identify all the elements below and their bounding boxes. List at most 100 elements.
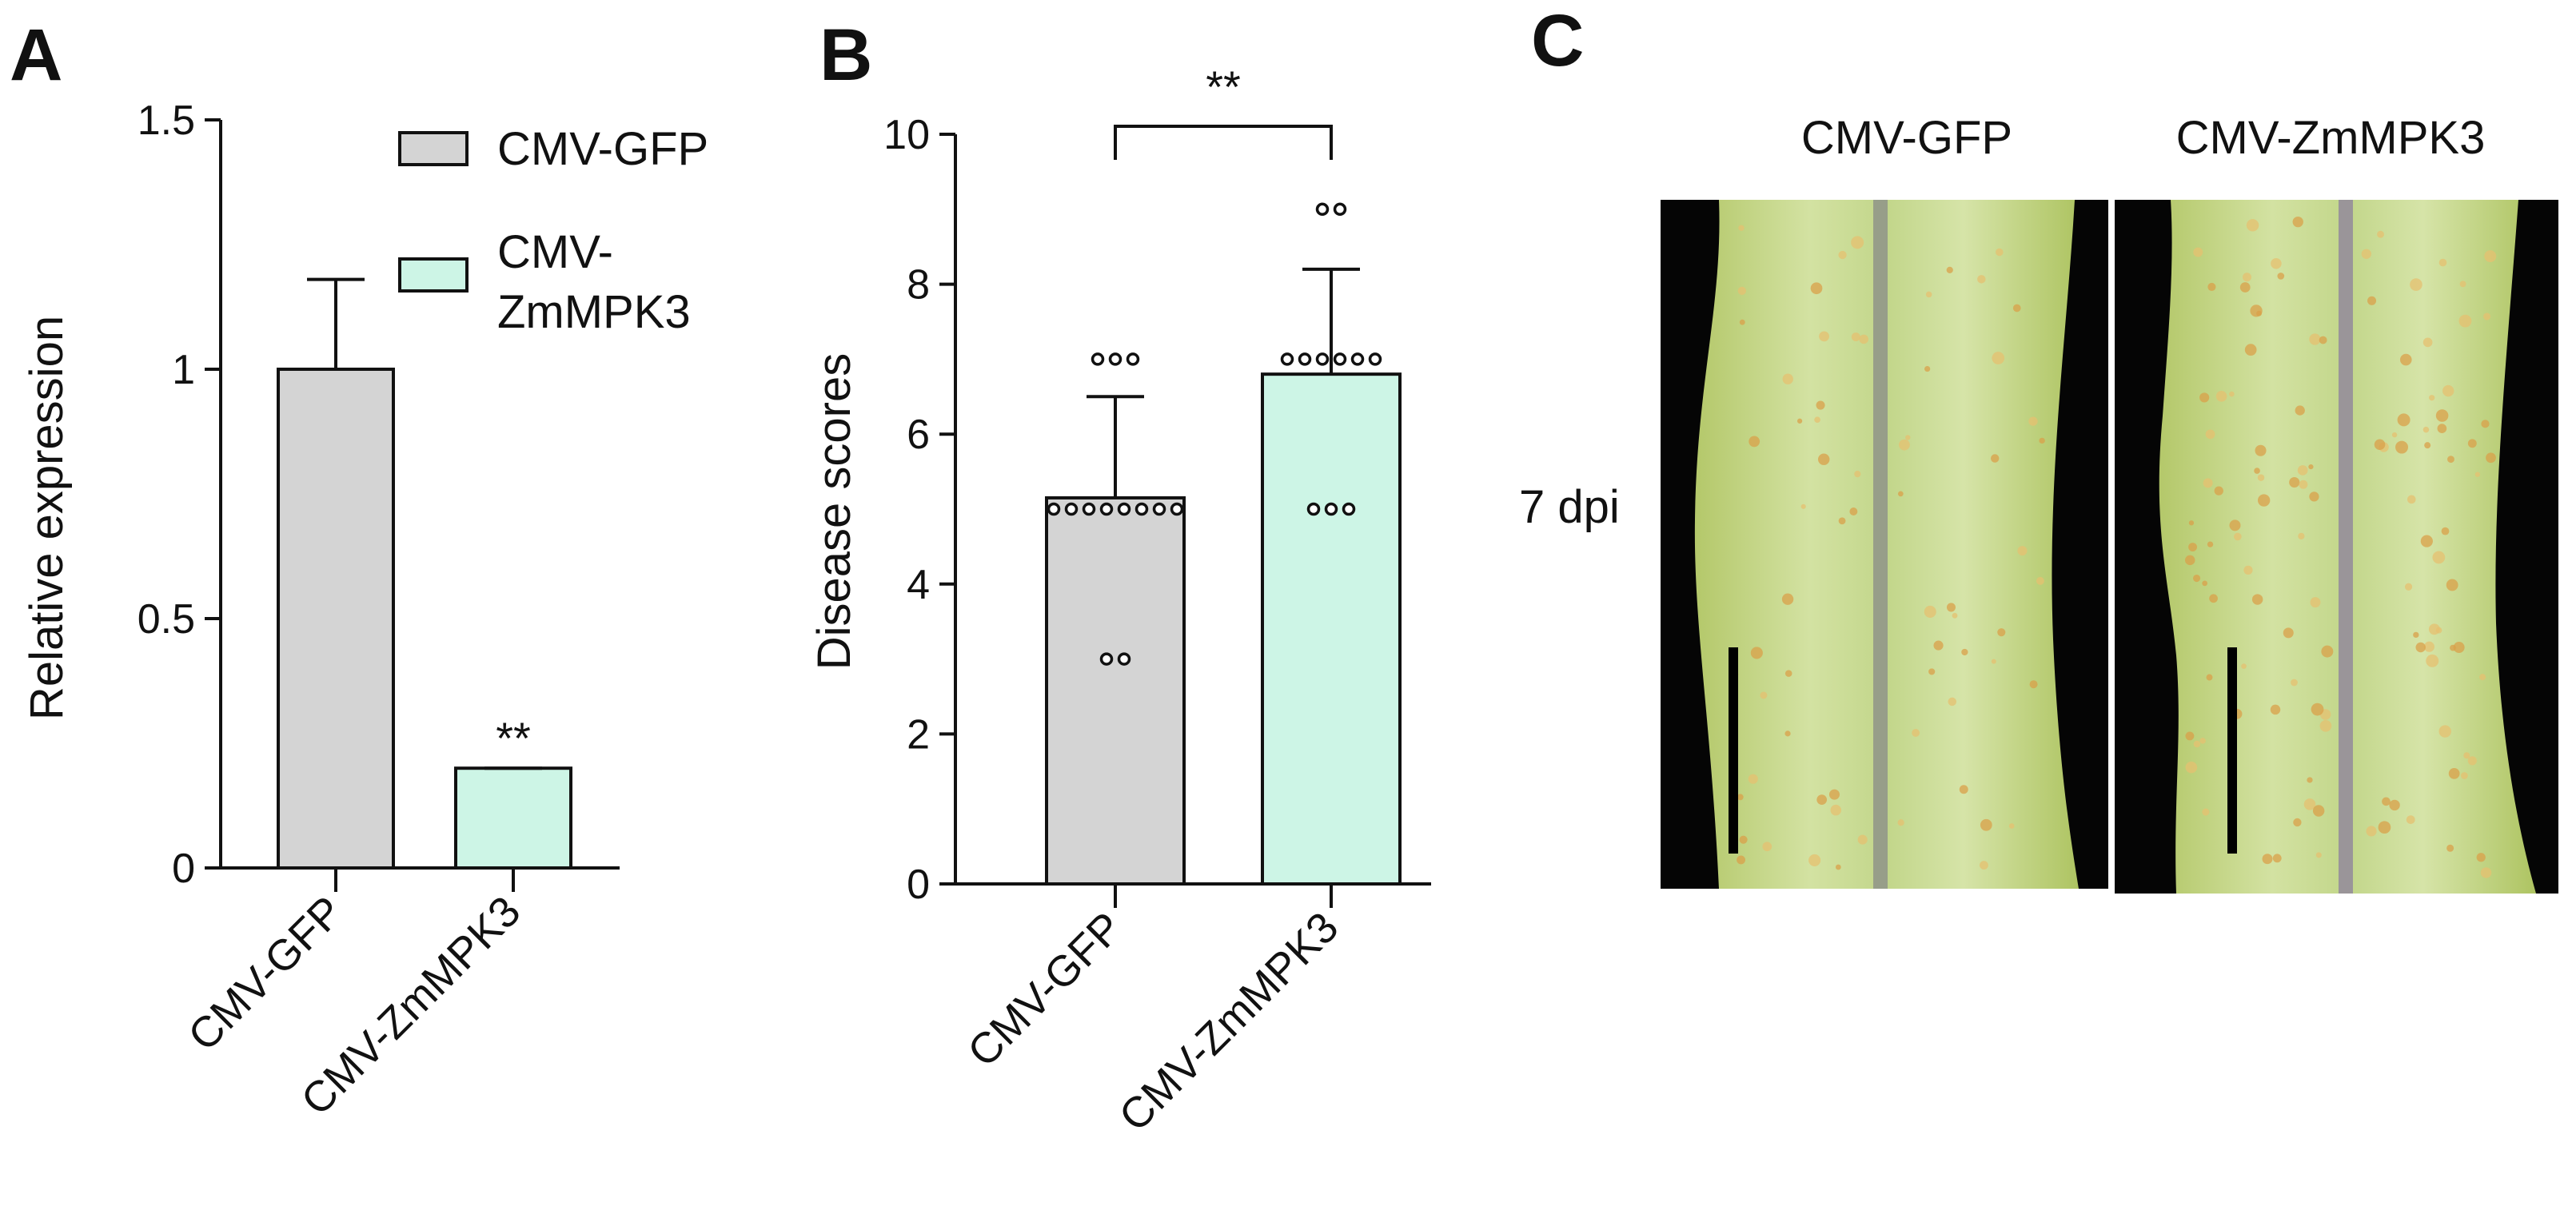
lesion-spot xyxy=(1830,804,1842,816)
scale-bar-left xyxy=(1729,647,1738,854)
lesion-spot xyxy=(2399,353,2412,366)
lesion-spot xyxy=(2184,555,2195,566)
lesion-spot xyxy=(2311,703,2324,716)
data-point xyxy=(1342,502,1356,516)
leaf-midrib-gfp xyxy=(1873,200,1888,889)
lesion-spot xyxy=(2480,867,2492,878)
lesion-spot xyxy=(1796,418,1803,424)
panel-b-significance-bracket: ** xyxy=(1114,62,1333,160)
lesion-spot xyxy=(2255,444,2267,456)
lesion-spot xyxy=(2028,416,2038,426)
lesion-spot xyxy=(1905,435,1911,440)
lesion-spot xyxy=(2422,337,2433,348)
data-point xyxy=(1333,202,1347,217)
lesion-spot xyxy=(2395,440,2408,454)
lesion-spot xyxy=(2188,520,2195,526)
data-point xyxy=(1099,652,1114,666)
lesion-spot xyxy=(2321,645,2334,658)
lesion-spot xyxy=(2459,281,2466,288)
panel-b-bars xyxy=(1045,267,1402,886)
ytick-label: 10 xyxy=(883,112,930,158)
lesion-spot xyxy=(2229,519,2241,531)
lesion-spot xyxy=(1990,454,2000,463)
lesion-spot xyxy=(2292,216,2303,228)
lesion-spot xyxy=(1737,286,1747,296)
lesion-spot xyxy=(2382,797,2391,806)
panel-a-chart: Relative expression 00.511.5 CMV-GFPCMV-… xyxy=(21,98,708,1124)
lesion-spot xyxy=(2438,725,2451,738)
lesion-spot xyxy=(2193,740,2201,748)
lesion-spot xyxy=(2420,535,2433,547)
lesion-spot xyxy=(1897,819,1904,826)
lesion-spot xyxy=(2271,257,2282,269)
panel-b-ylabel: Disease scores xyxy=(808,353,860,670)
lesion-spot xyxy=(1991,659,1996,664)
lesion-spot xyxy=(2242,273,2251,282)
lesion-spot xyxy=(2299,480,2308,489)
lesion-spot xyxy=(2008,823,2015,829)
lesion-spot xyxy=(2229,391,2235,397)
data-point xyxy=(1298,352,1312,366)
lesion-spot xyxy=(2435,627,2442,634)
lesion-spot xyxy=(2036,576,2044,585)
lesion-spot xyxy=(2272,854,2282,863)
data-point xyxy=(1091,352,1105,366)
lesion-spot xyxy=(1819,331,1829,342)
lesion-spot xyxy=(2423,641,2434,652)
lesion-spot xyxy=(2199,392,2210,403)
lesion-spot xyxy=(2209,594,2218,603)
ytick-label: 2 xyxy=(907,711,930,758)
data-point xyxy=(1170,502,1184,516)
lesion-spot xyxy=(2297,465,2308,476)
lesion-spot xyxy=(2202,580,2208,587)
ytick-label: 1 xyxy=(172,347,195,393)
lesion-spot xyxy=(2270,704,2281,715)
lesion-spot xyxy=(1933,640,1944,651)
lesion-spot xyxy=(2234,532,2242,541)
lesion-spot xyxy=(2406,815,2415,824)
lesion-spot xyxy=(2361,249,2371,259)
lesion-spot xyxy=(1996,248,2004,257)
lesion-spot xyxy=(1748,774,1758,784)
lesion-spot xyxy=(1737,855,1745,865)
lesions-zmmpk3 xyxy=(2184,216,2497,878)
lesion-spot xyxy=(2283,627,2294,639)
lesion-spot xyxy=(2215,391,2227,402)
lesion-spot xyxy=(1961,648,1968,656)
data-point xyxy=(1315,352,1330,366)
lesion-spot xyxy=(2378,821,2391,834)
lesion-spot xyxy=(1854,471,1861,478)
lesion-spot xyxy=(2185,731,2195,741)
lesion-spot xyxy=(2207,541,2214,547)
lesion-spot xyxy=(1838,250,1847,260)
lesion-spot xyxy=(1738,225,1745,231)
lesion-spot xyxy=(2206,674,2213,681)
data-point xyxy=(1306,502,1321,516)
legend-swatch-zmmpk3 xyxy=(398,257,469,293)
lesion-spot xyxy=(1739,319,1745,325)
panel-a-ylabel: Relative expression xyxy=(21,316,73,720)
lesion-spot xyxy=(2458,314,2472,328)
lesion-spot xyxy=(1816,400,1825,410)
lesion-spot xyxy=(2207,282,2216,292)
lesion-spot xyxy=(2483,312,2491,320)
lesion-spot xyxy=(1737,794,1744,801)
data-point xyxy=(1117,502,1131,516)
lesion-spot xyxy=(1897,491,1904,497)
panel-a-yticks: 0 0.5 1 1.5 xyxy=(138,98,221,892)
lesion-spot xyxy=(1980,818,1992,831)
lesion-spot xyxy=(2460,772,2468,779)
data-point xyxy=(1280,352,1294,366)
panel-c-photo: CMV-GFP CMV-ZmMPK3 7 dpi xyxy=(1519,112,2558,894)
lesion-spot xyxy=(2467,756,2477,766)
lesion-spot xyxy=(2486,452,2496,464)
data-point xyxy=(1134,502,1149,516)
lesion-spot xyxy=(2017,546,2028,556)
lesion-spot xyxy=(1959,785,1968,794)
lesion-spot xyxy=(2203,478,2213,488)
panel-a-legend: CMV-GFP CMV- ZmMPK3 xyxy=(398,123,708,338)
lesion-spot xyxy=(2246,219,2259,232)
lesion-spot xyxy=(1760,691,1768,699)
lesion-spot xyxy=(1928,668,1936,675)
